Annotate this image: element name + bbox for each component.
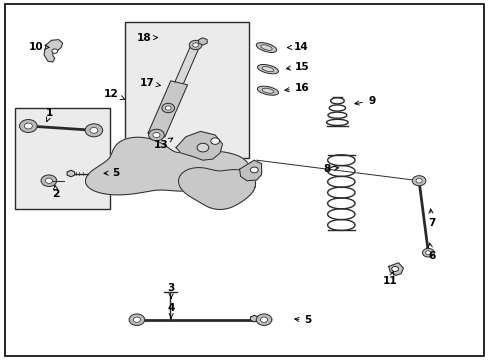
- Text: 18: 18: [137, 33, 157, 43]
- Polygon shape: [44, 40, 62, 62]
- Text: 2: 2: [52, 185, 60, 199]
- Circle shape: [41, 175, 57, 186]
- Text: 16: 16: [285, 83, 309, 93]
- Circle shape: [250, 167, 258, 173]
- Circle shape: [210, 138, 219, 144]
- Text: 8: 8: [322, 164, 338, 174]
- Polygon shape: [85, 137, 248, 195]
- Polygon shape: [239, 160, 261, 181]
- Circle shape: [197, 143, 208, 152]
- Circle shape: [165, 106, 171, 110]
- Polygon shape: [388, 263, 403, 275]
- Circle shape: [411, 176, 425, 186]
- Text: 12: 12: [104, 89, 124, 100]
- Circle shape: [162, 103, 174, 113]
- Ellipse shape: [260, 45, 272, 50]
- Bar: [15, 108, 110, 209]
- Ellipse shape: [262, 88, 273, 93]
- Text: 7: 7: [427, 209, 435, 228]
- Circle shape: [415, 179, 421, 183]
- Ellipse shape: [257, 64, 278, 74]
- Polygon shape: [178, 168, 255, 210]
- Circle shape: [90, 127, 98, 133]
- Text: 17: 17: [139, 78, 160, 88]
- Text: 4: 4: [167, 303, 175, 318]
- Polygon shape: [175, 47, 198, 84]
- Circle shape: [45, 178, 52, 183]
- Circle shape: [153, 132, 160, 138]
- Text: 5: 5: [294, 315, 311, 325]
- Circle shape: [425, 251, 430, 255]
- Circle shape: [20, 120, 37, 132]
- Ellipse shape: [262, 67, 273, 72]
- Circle shape: [133, 317, 140, 322]
- Circle shape: [148, 129, 164, 141]
- Circle shape: [85, 124, 102, 137]
- Text: 3: 3: [167, 283, 175, 298]
- Text: 13: 13: [154, 138, 172, 150]
- Polygon shape: [176, 131, 222, 160]
- Text: 5: 5: [104, 168, 119, 178]
- Ellipse shape: [256, 42, 276, 53]
- Circle shape: [422, 248, 433, 257]
- Text: 11: 11: [382, 272, 397, 286]
- Circle shape: [52, 49, 58, 53]
- Circle shape: [129, 314, 144, 325]
- Polygon shape: [148, 81, 187, 137]
- Text: 9: 9: [354, 96, 374, 106]
- Text: 6: 6: [427, 243, 435, 261]
- Text: 10: 10: [28, 42, 49, 52]
- Ellipse shape: [257, 86, 278, 95]
- Bar: [124, 22, 249, 158]
- Circle shape: [24, 123, 32, 129]
- Circle shape: [192, 43, 198, 47]
- Circle shape: [260, 317, 267, 322]
- Text: 1: 1: [46, 108, 54, 122]
- Circle shape: [391, 266, 398, 271]
- Text: 15: 15: [286, 62, 309, 72]
- Circle shape: [189, 40, 202, 50]
- Text: 14: 14: [287, 42, 307, 52]
- Circle shape: [256, 314, 271, 325]
